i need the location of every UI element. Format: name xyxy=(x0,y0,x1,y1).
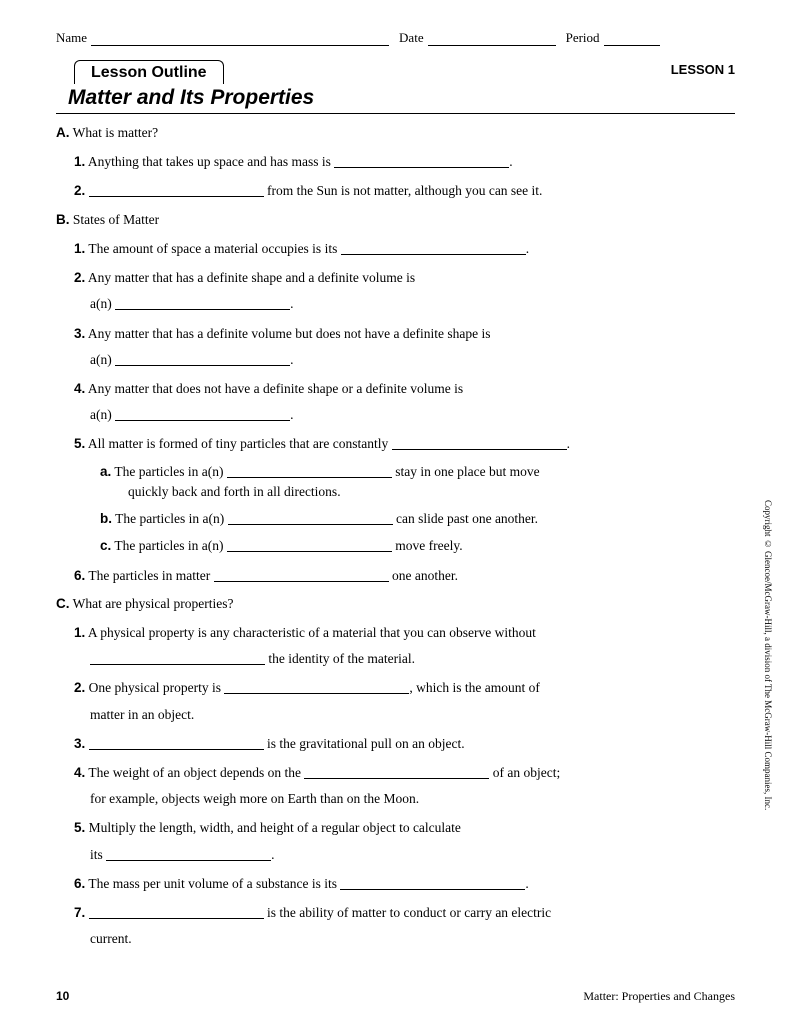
item-c4-cont: for example, objects weigh more on Earth… xyxy=(56,790,735,808)
item-b5c: c. The particles in a(n) move freely. xyxy=(56,537,735,555)
outline-tab: Lesson Outline xyxy=(74,60,224,84)
item-b2-cont: a(n) . xyxy=(56,295,735,313)
blank-a1[interactable] xyxy=(334,155,509,168)
blank-b4[interactable] xyxy=(115,408,290,421)
blank-a2[interactable] xyxy=(89,184,264,197)
lesson-number: LESSON 1 xyxy=(671,62,735,77)
item-a1: 1. Anything that takes up space and has … xyxy=(56,153,735,171)
blank-b6[interactable] xyxy=(214,569,389,582)
item-b5a: a. The particles in a(n) stay in one pla… xyxy=(56,463,735,481)
blank-b1[interactable] xyxy=(341,242,526,255)
item-b2: 2. Any matter that has a definite shape … xyxy=(56,269,735,287)
item-b4-cont: a(n) . xyxy=(56,406,735,424)
date-label: Date xyxy=(399,30,424,46)
item-b6: 6. The particles in matter one another. xyxy=(56,567,735,585)
blank-b5[interactable] xyxy=(392,437,567,450)
section-c-heading: C. What are physical properties? xyxy=(56,595,735,613)
blank-b5b[interactable] xyxy=(228,512,393,525)
period-blank[interactable] xyxy=(604,32,660,46)
title-block: LESSON 1 Lesson Outline Matter and Its P… xyxy=(56,60,735,114)
blank-c1[interactable] xyxy=(90,652,265,665)
item-b1: 1. The amount of space a material occupi… xyxy=(56,240,735,258)
blank-b5c[interactable] xyxy=(227,539,392,552)
blank-c6[interactable] xyxy=(340,877,525,890)
section-a-heading: A. What is matter? xyxy=(56,124,735,142)
item-c1: 1. A physical property is any characteri… xyxy=(56,624,735,642)
chapter-title: Matter: Properties and Changes xyxy=(583,989,735,1004)
footer: 10 Matter: Properties and Changes xyxy=(56,989,735,1004)
item-c5-cont: its . xyxy=(56,846,735,864)
item-c7: 7. is the ability of matter to conduct o… xyxy=(56,904,735,922)
item-b5a-cont: quickly back and forth in all directions… xyxy=(56,483,735,501)
item-c7-cont: current. xyxy=(56,930,735,948)
item-b5: 5. All matter is formed of tiny particle… xyxy=(56,435,735,453)
item-c3: 3. is the gravitational pull on an objec… xyxy=(56,735,735,753)
section-b-heading: B. States of Matter xyxy=(56,211,735,229)
item-c1-cont: the identity of the material. xyxy=(56,650,735,668)
item-b3: 3. Any matter that has a definite volume… xyxy=(56,325,735,343)
main-title: Matter and Its Properties xyxy=(56,83,735,113)
item-b4: 4. Any matter that does not have a defin… xyxy=(56,380,735,398)
blank-b2[interactable] xyxy=(115,297,290,310)
blank-b5a[interactable] xyxy=(227,465,392,478)
item-c4: 4. The weight of an object depends on th… xyxy=(56,764,735,782)
blank-c7[interactable] xyxy=(89,906,264,919)
blank-c5[interactable] xyxy=(106,848,271,861)
item-c2: 2. One physical property is , which is t… xyxy=(56,679,735,697)
name-label: Name xyxy=(56,30,87,46)
worksheet-page: Name Date Period LESSON 1 Lesson Outline… xyxy=(0,0,791,1024)
date-blank[interactable] xyxy=(428,32,556,46)
content: A. What is matter? 1. Anything that take… xyxy=(56,124,735,949)
blank-c4[interactable] xyxy=(304,766,489,779)
blank-c3[interactable] xyxy=(89,737,264,750)
item-c6: 6. The mass per unit volume of a substan… xyxy=(56,875,735,893)
page-number: 10 xyxy=(56,989,69,1004)
blank-c2[interactable] xyxy=(224,681,409,694)
title-rule: Matter and Its Properties xyxy=(56,83,735,114)
blank-b3[interactable] xyxy=(115,353,290,366)
item-c5: 5. Multiply the length, width, and heigh… xyxy=(56,819,735,837)
copyright-notice: Copyright © Glencoe/McGraw-Hill, a divis… xyxy=(763,500,773,810)
period-label: Period xyxy=(566,30,600,46)
name-blank[interactable] xyxy=(91,32,389,46)
item-a2: 2. from the Sun is not matter, although … xyxy=(56,182,735,200)
item-b3-cont: a(n) . xyxy=(56,351,735,369)
header-fields: Name Date Period xyxy=(56,30,735,46)
item-b5b: b. The particles in a(n) can slide past … xyxy=(56,510,735,528)
item-c2-cont: matter in an object. xyxy=(56,706,735,724)
